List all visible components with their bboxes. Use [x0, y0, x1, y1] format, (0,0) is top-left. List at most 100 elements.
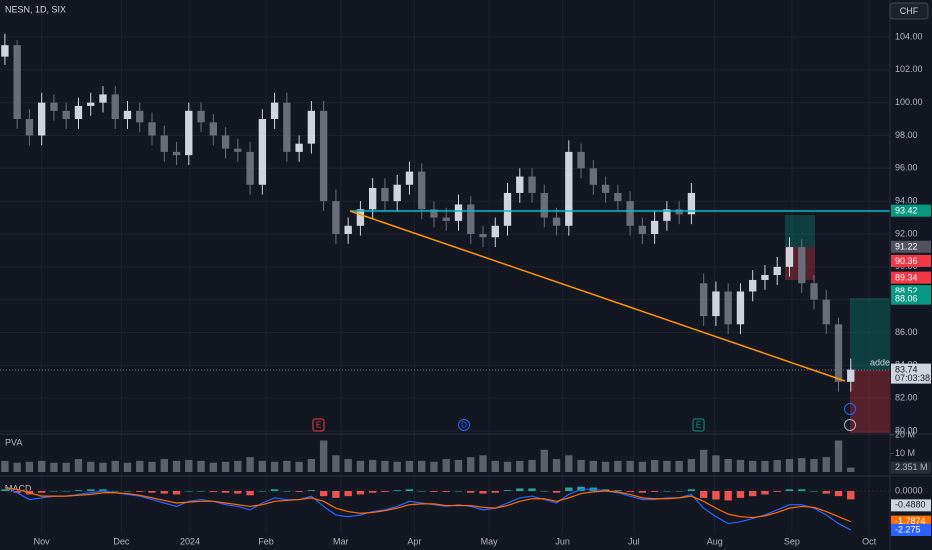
- candle-body: [356, 209, 365, 226]
- price-label-box: [891, 292, 931, 305]
- candle-body: [185, 110, 193, 156]
- macd-histogram-bar: [295, 491, 303, 492]
- candle-body: [307, 110, 316, 144]
- add-icon[interactable]: [844, 403, 856, 415]
- macd-histogram-bar: [62, 491, 70, 492]
- y-tick-label: 10 M: [895, 448, 915, 458]
- candle-body: [344, 225, 352, 234]
- y-tick-label: 104.00: [895, 31, 923, 41]
- candle-body: [687, 192, 696, 215]
- volume-bar: [405, 460, 414, 472]
- volume-bar: [368, 459, 377, 472]
- x-tick-label: May: [481, 536, 499, 546]
- volume-bar: [847, 467, 855, 472]
- x-tick-label: Jun: [555, 536, 570, 546]
- volume-bar: [773, 459, 781, 472]
- macd-histogram-bar: [810, 491, 818, 492]
- price-label-box: [891, 271, 931, 284]
- volume-bar: [418, 460, 426, 472]
- candle-body: [87, 102, 95, 106]
- macd-histogram-bar: [185, 491, 193, 492]
- macd-histogram-bar: [123, 491, 132, 492]
- volume-bar: [724, 459, 732, 472]
- volume-bar: [1, 460, 9, 472]
- macd-histogram-bar: [687, 489, 696, 492]
- candle-body: [197, 110, 205, 123]
- volume-bar: [160, 459, 168, 472]
- macd-histogram-bar: [565, 487, 573, 492]
- volume-bar: [467, 457, 475, 472]
- macd-histogram-bar: [442, 491, 450, 492]
- candle-body: [699, 283, 708, 317]
- candle-body: [589, 168, 598, 185]
- candle-body: [638, 225, 647, 234]
- y-tick-label: 92.00: [895, 228, 918, 238]
- price-label: 91.22: [895, 242, 918, 252]
- volume-bar: [221, 461, 230, 472]
- volume-label: 2.351 M: [895, 462, 928, 472]
- signal-line: [4, 486, 851, 523]
- volume-bar: [319, 440, 328, 472]
- macd-histogram-bar: [479, 491, 487, 494]
- candle-body: [381, 188, 389, 202]
- macd-histogram-bar: [319, 491, 328, 497]
- candle-body: [724, 291, 732, 325]
- x-tick-label: 2024: [180, 536, 200, 546]
- pane-title: PVA: [5, 437, 22, 447]
- volume-bar: [663, 460, 671, 472]
- annotation: adde: [870, 357, 890, 367]
- macd-histogram-bar: [454, 491, 463, 492]
- candle-body: [528, 176, 536, 193]
- candle-body: [834, 324, 843, 382]
- candle-body: [479, 233, 487, 238]
- volume-bar: [25, 461, 34, 472]
- volume-bar: [822, 457, 830, 472]
- currency-button[interactable]: [889, 2, 929, 20]
- macd-histogram-bar: [822, 491, 830, 494]
- macd-histogram-bar: [626, 491, 634, 492]
- event-marker: E: [312, 418, 325, 432]
- long-position-stop: [850, 370, 890, 433]
- volume-bar: [332, 455, 340, 472]
- volume-bar: [283, 460, 291, 472]
- macd-histogram-bar: [99, 489, 107, 492]
- volume-bar: [528, 459, 536, 472]
- candle-body: [418, 171, 426, 210]
- y-tick-label: 20 M: [895, 429, 915, 439]
- x-tick-label: Dec: [113, 536, 130, 546]
- volume-bar: [565, 455, 573, 472]
- countdown-box: [891, 372, 931, 384]
- x-tick-label: Apr: [407, 536, 421, 546]
- macd-histogram-bar: [270, 489, 279, 492]
- y-tick-label: 98.00: [895, 130, 918, 140]
- macd-histogram-bar: [601, 489, 610, 492]
- candle-body: [614, 192, 622, 202]
- volume-bar: [136, 460, 144, 472]
- candle-body: [430, 209, 438, 218]
- volume-bar: [270, 461, 279, 472]
- volume-bar: [479, 455, 487, 472]
- alert-icon[interactable]: [844, 419, 856, 431]
- volume-bar: [491, 460, 499, 472]
- candle-body: [368, 188, 377, 210]
- candle-body: [454, 204, 463, 221]
- y-tick-label: 96.00: [895, 163, 918, 173]
- macd-histogram-bar: [111, 491, 119, 492]
- volume-bar: [675, 460, 683, 472]
- macd-histogram-bar: [172, 491, 181, 495]
- y-tick-label: 86.00: [895, 327, 918, 337]
- candle-body: [172, 151, 181, 156]
- macd-histogram-bar: [160, 491, 168, 494]
- candle-body: [822, 299, 830, 325]
- y-tick-label: 0.0000: [895, 485, 923, 495]
- candle-body: [62, 110, 70, 120]
- volume-bar: [442, 459, 450, 472]
- macd-histogram-bar: [650, 491, 659, 492]
- candle-body: [209, 122, 217, 136]
- volume-bar: [197, 460, 205, 472]
- macd-histogram-bar: [258, 491, 267, 492]
- macd-histogram-bar: [418, 491, 426, 492]
- x-tick-label: Sep: [784, 536, 800, 546]
